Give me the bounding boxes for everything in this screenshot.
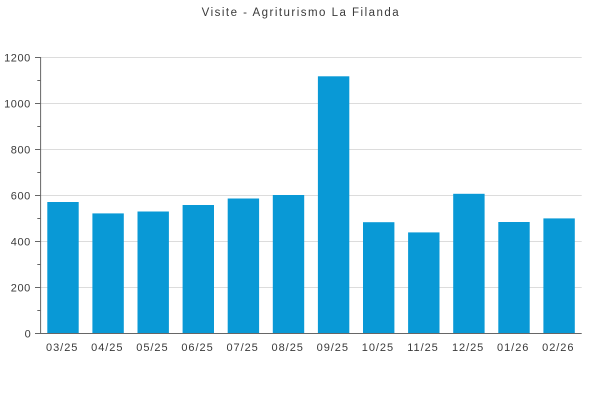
svg-text:Visite - Agriturismo La Filand: Visite - Agriturismo La Filanda — [202, 7, 400, 19]
svg-text:10/25: 10/25 — [362, 342, 394, 354]
svg-text:11/25: 11/25 — [407, 342, 438, 354]
svg-text:02/26: 02/26 — [542, 342, 574, 354]
svg-text:08/25: 08/25 — [272, 342, 304, 354]
svg-text:1000: 1000 — [4, 98, 31, 110]
svg-text:1200: 1200 — [4, 52, 31, 64]
svg-text:04/25: 04/25 — [91, 342, 123, 354]
svg-text:200: 200 — [11, 282, 31, 294]
svg-text:03/25: 03/25 — [46, 342, 78, 354]
svg-text:12/25: 12/25 — [452, 342, 484, 354]
svg-text:06/25: 06/25 — [181, 342, 213, 354]
svg-text:800: 800 — [11, 144, 31, 156]
svg-text:09/25: 09/25 — [317, 342, 349, 354]
svg-text:0: 0 — [25, 328, 31, 340]
svg-text:400: 400 — [11, 236, 31, 248]
svg-text:05/25: 05/25 — [136, 342, 168, 354]
svg-text:01/26: 01/26 — [497, 342, 529, 354]
svg-text:07/25: 07/25 — [226, 342, 258, 354]
svg-text:600: 600 — [11, 190, 31, 202]
